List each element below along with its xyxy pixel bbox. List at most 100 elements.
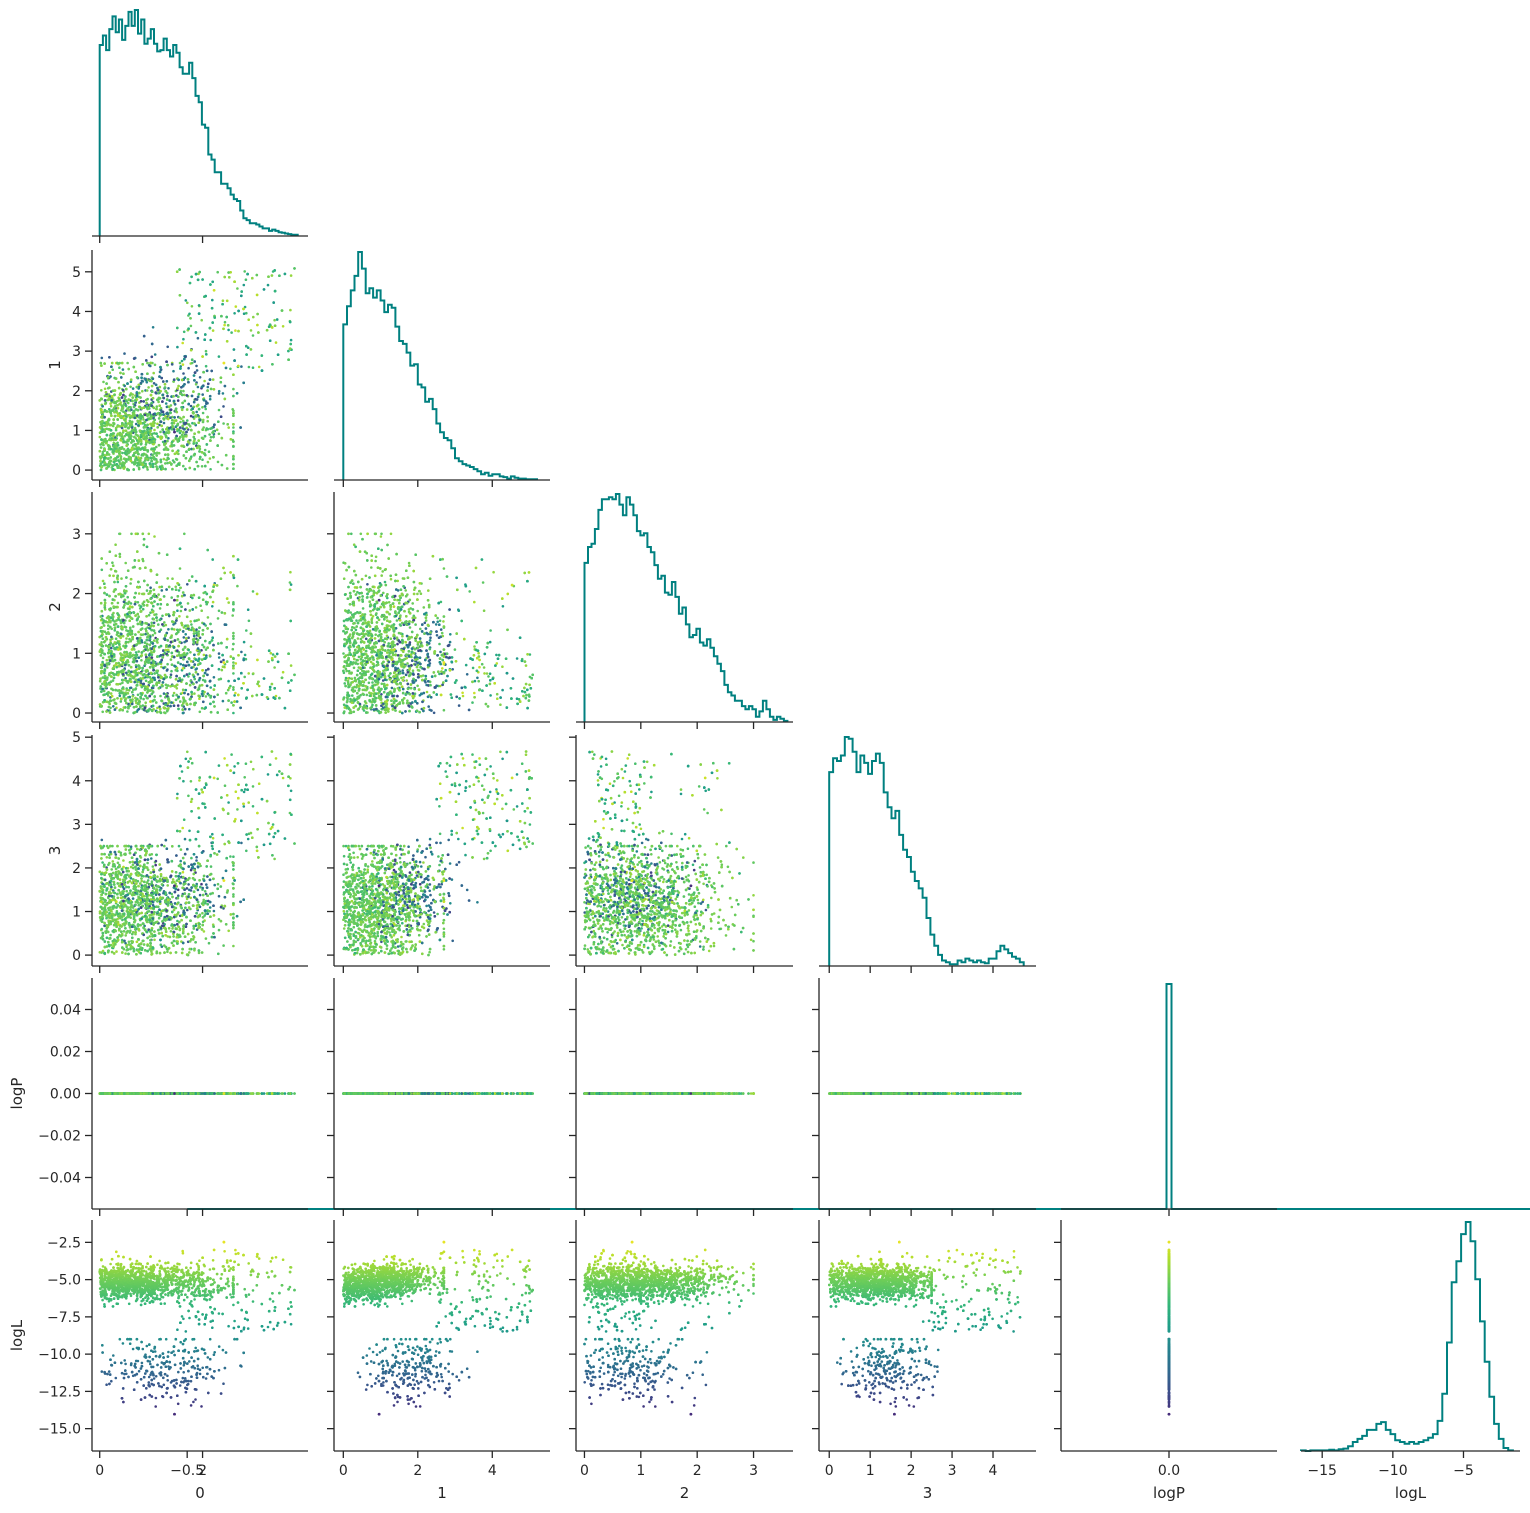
scatter-point (248, 366, 251, 369)
scatter-point (199, 376, 202, 379)
corner-plot: 0123450123012345−0.04−0.020.000.020.040 2… (0, 0, 1530, 1513)
scatter-point (137, 384, 140, 387)
scatter-point (129, 420, 132, 423)
scatter-point (222, 422, 225, 425)
scatter-point (154, 364, 157, 367)
scatter-point (182, 372, 185, 375)
scatter-point (191, 362, 194, 365)
scatter-point (156, 405, 159, 408)
scatter-point (181, 360, 184, 363)
scatter-point (243, 312, 246, 315)
scatter-point (190, 405, 193, 408)
scatter-point (181, 342, 184, 345)
scatter-point (201, 393, 204, 396)
scatter-point (179, 362, 182, 365)
scatter-point (176, 346, 179, 349)
scatter-point (252, 366, 255, 369)
scatter-point (195, 383, 198, 386)
scatter-point (182, 465, 185, 468)
scatter-point (222, 299, 225, 302)
scatter-point (156, 452, 159, 455)
scatter-point (117, 407, 120, 410)
scatter-point (227, 329, 230, 332)
scatter-point (201, 406, 204, 409)
scatter-point (123, 352, 126, 355)
scatter-point (230, 331, 233, 334)
scatter-point (210, 436, 213, 439)
scatter-point (273, 319, 276, 322)
scatter-point (204, 408, 207, 411)
scatter-point (155, 446, 158, 449)
scatter-point (232, 432, 235, 435)
scatter-point (186, 302, 189, 305)
scatter-point (104, 430, 107, 433)
scatter-point (185, 299, 188, 302)
scatter-point (245, 278, 248, 281)
scatter-point (233, 312, 236, 315)
scatter-point (201, 458, 204, 461)
scatter-point (100, 389, 103, 392)
scatter-point (104, 388, 107, 391)
scatter-point (199, 448, 202, 451)
scatter-point (154, 353, 157, 356)
scatter-point (146, 468, 149, 471)
scatter-point (201, 465, 204, 468)
scatter-point (155, 392, 158, 395)
scatter-point (267, 284, 270, 287)
scatter-point (122, 368, 125, 371)
scatter-point (166, 462, 169, 465)
scatter-point (209, 457, 212, 460)
scatter-point (207, 461, 210, 464)
scatter-point (166, 346, 169, 349)
scatter-point (152, 326, 155, 329)
scatter-point (193, 439, 196, 442)
scatter-point (179, 426, 182, 429)
scatter-point (163, 422, 166, 425)
scatter-point (275, 341, 278, 344)
scatter-point (153, 429, 156, 432)
scatter-point (191, 305, 194, 308)
scatter-point (211, 299, 214, 302)
scatter-point (205, 350, 208, 353)
scatter-point (195, 365, 198, 368)
scatter-point (167, 453, 170, 456)
scatter-point (118, 362, 121, 365)
scatter-panel-1-vs-0 (98, 267, 295, 471)
scatter-point (258, 366, 261, 369)
scatter-point (165, 402, 168, 405)
scatter-point (102, 381, 105, 384)
scatter-point (209, 339, 212, 342)
scatter-point (209, 398, 212, 401)
scatter-point (250, 329, 253, 332)
scatter-point (224, 321, 227, 324)
scatter-point (243, 270, 246, 273)
scatter-point (232, 426, 235, 429)
scatter-point (209, 468, 212, 471)
scatter-point (99, 436, 102, 439)
scatter-point (235, 305, 238, 308)
scatter-point (231, 408, 234, 411)
scatter-point (182, 363, 185, 366)
scatter-point (232, 445, 235, 448)
scatter-point (200, 319, 203, 322)
scatter-point (218, 390, 221, 393)
scatter-point (129, 386, 132, 389)
scatter-point (207, 386, 210, 389)
scatter-point (232, 388, 235, 391)
scatter-point (171, 468, 174, 471)
scatter-point (182, 338, 185, 341)
scatter-point (203, 380, 206, 383)
scatter-point (188, 313, 191, 316)
scatter-point (222, 392, 225, 395)
scatter-point (290, 274, 293, 277)
scatter-point (216, 271, 219, 274)
scatter-point (163, 397, 166, 400)
scatter-point (183, 331, 186, 334)
scatter-point (247, 318, 250, 321)
scatter-point (141, 380, 144, 383)
scatter-point (243, 284, 246, 287)
scatter-point (229, 368, 232, 371)
scatter-point (234, 329, 237, 332)
scatter-point (146, 389, 149, 392)
scatter-point (104, 428, 107, 431)
